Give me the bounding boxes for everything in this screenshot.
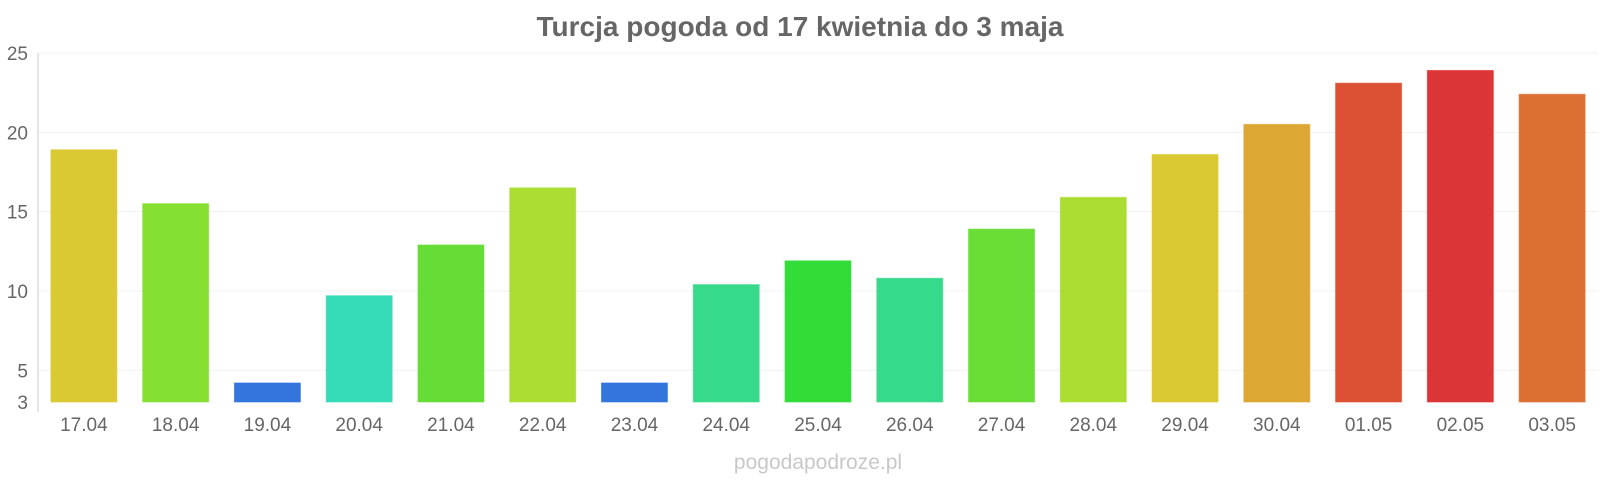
bar-02.05 — [1426, 69, 1494, 403]
y-tick-label: 10 — [7, 282, 28, 303]
bar-25.04 — [784, 260, 852, 403]
x-tick-label: 24.04 — [702, 415, 750, 436]
bar-27.04 — [968, 228, 1036, 403]
bars — [50, 69, 1586, 403]
x-tick-label: 19.04 — [244, 415, 292, 436]
x-tick-label: 29.04 — [1161, 415, 1209, 436]
y-tick-label: 20 — [7, 123, 28, 144]
watermark: pogodapodroze.pl — [734, 451, 902, 474]
x-tick-label: 28.04 — [1070, 415, 1118, 436]
x-tick-label: 30.04 — [1253, 415, 1301, 436]
x-tick-label: 22.04 — [519, 415, 567, 436]
x-tick-label: 27.04 — [978, 415, 1026, 436]
bar-19.04 — [233, 382, 301, 403]
bar-24.04 — [692, 284, 760, 403]
chart-title: Turcja pogoda od 17 kwietnia do 3 maja — [537, 11, 1064, 42]
x-tick-label: 23.04 — [611, 415, 659, 436]
x-tick-label: 21.04 — [427, 415, 475, 436]
x-tick-label: 26.04 — [886, 415, 934, 436]
bar-01.05 — [1335, 82, 1403, 403]
y-axis-ticks: 3 5 10 15 20 25 — [7, 44, 28, 414]
bar-23.04 — [600, 382, 668, 403]
bar-29.04 — [1151, 154, 1219, 403]
x-tick-label: 01.05 — [1345, 415, 1393, 436]
bar-20.04 — [325, 295, 393, 403]
bar-22.04 — [509, 187, 577, 403]
x-tick-label: 02.05 — [1437, 415, 1485, 436]
x-tick-label: 25.04 — [794, 415, 842, 436]
y-tick-label: 5 — [17, 361, 28, 382]
y-tick-label: 15 — [7, 203, 28, 224]
bar-03.05 — [1518, 93, 1586, 403]
x-tick-label: 17.04 — [60, 415, 108, 436]
x-tick-label: 18.04 — [152, 415, 200, 436]
bar-26.04 — [876, 277, 944, 403]
x-axis-ticks: 17.04 18.04 19.04 20.04 21.04 22.04 23.04 24.04… — [60, 415, 1576, 436]
bar-21.04 — [417, 244, 485, 403]
bar-30.04 — [1243, 123, 1311, 403]
bar-18.04 — [142, 203, 210, 403]
x-tick-label: 20.04 — [335, 415, 383, 436]
y-tick-label: 3 — [17, 393, 28, 414]
y-tick-label: 25 — [7, 44, 28, 65]
x-tick-label: 03.05 — [1528, 415, 1576, 436]
bar-28.04 — [1059, 196, 1127, 403]
bar-17.04 — [50, 149, 118, 403]
